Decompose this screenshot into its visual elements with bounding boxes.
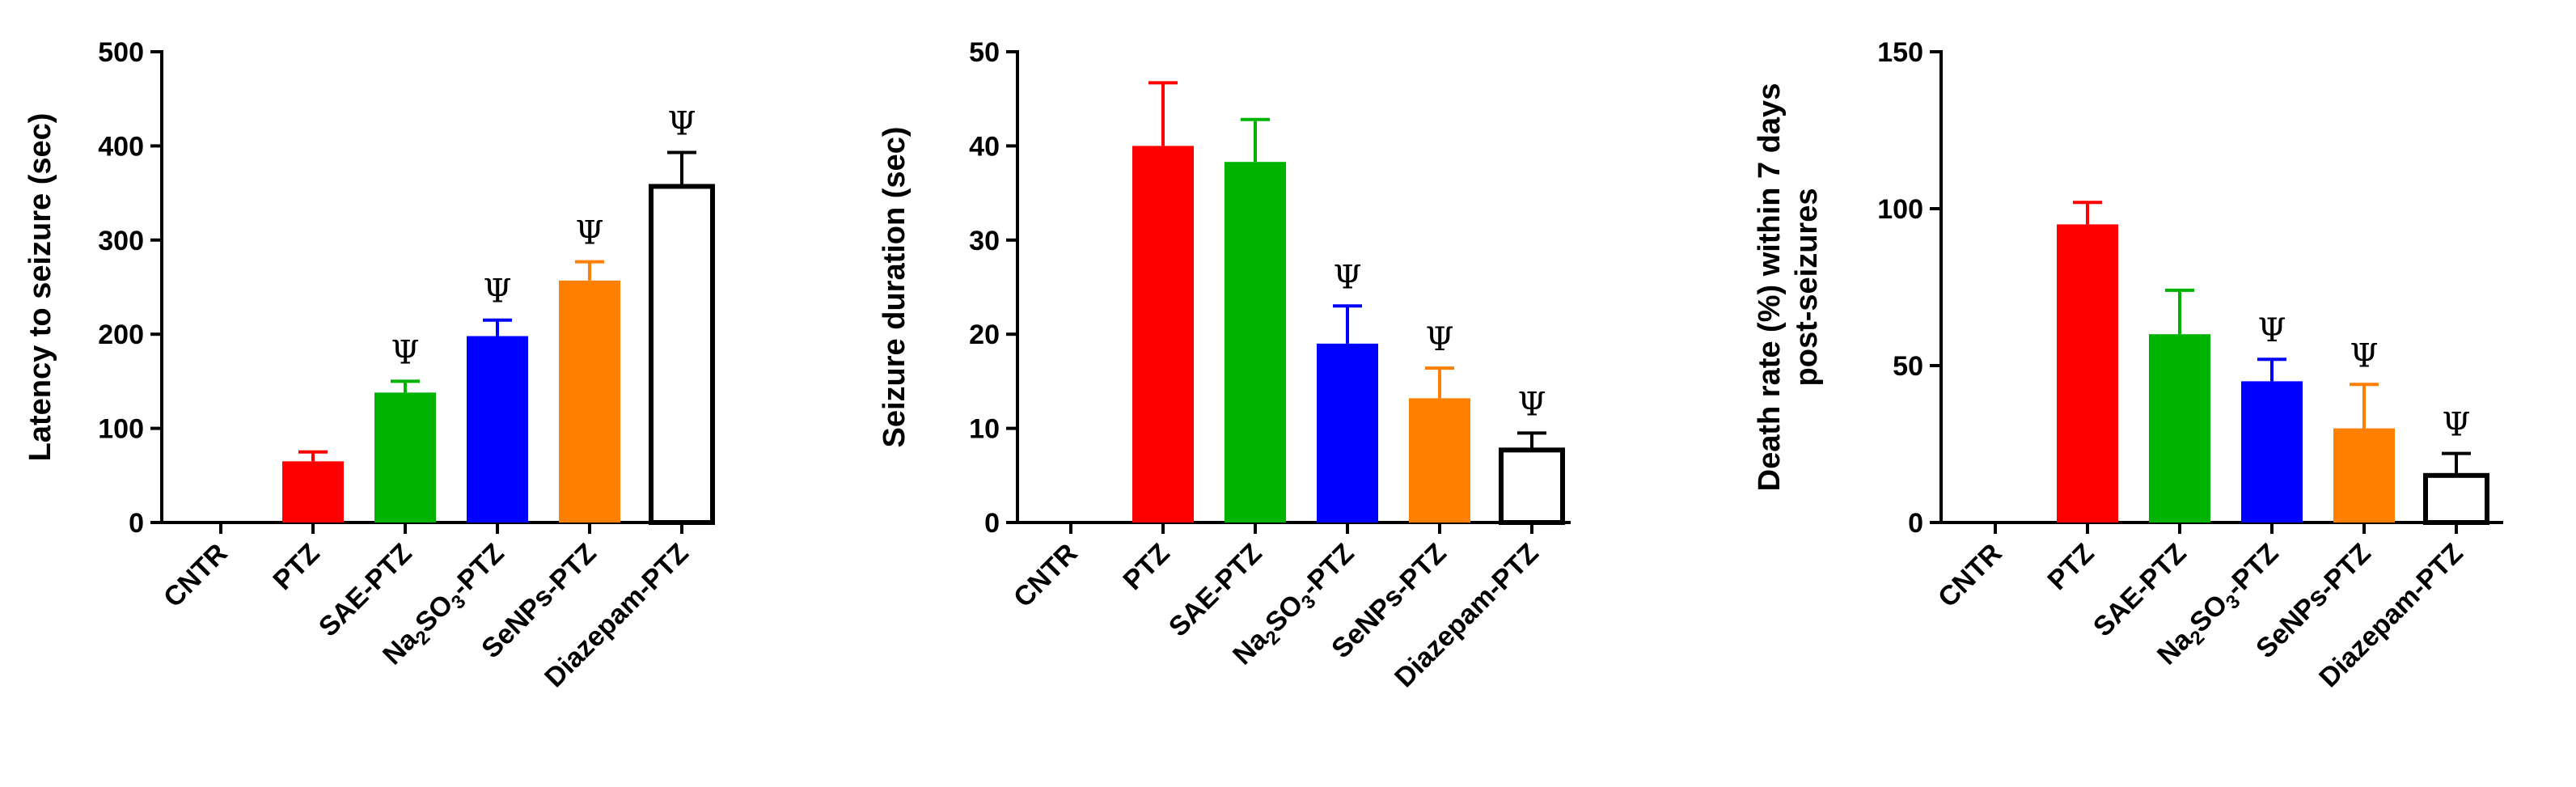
y-axis-title: Seizure duration (sec) xyxy=(878,127,912,448)
bar xyxy=(1225,162,1286,523)
significance-marker: Ψ xyxy=(483,273,511,311)
x-category-label: CNTR xyxy=(1008,538,1084,614)
y-tick-label: 100 xyxy=(98,414,144,445)
significance-marker: Ψ xyxy=(575,215,603,252)
bar xyxy=(2333,428,2395,523)
y-tick-label: 400 xyxy=(98,131,144,162)
x-category-label: PTZ xyxy=(1117,538,1175,596)
significance-marker: Ψ xyxy=(1425,321,1453,358)
bar xyxy=(2241,381,2303,523)
x-category-label: PTZ xyxy=(2041,538,2100,596)
y-tick-label: 200 xyxy=(98,319,144,350)
bar xyxy=(1499,447,1565,526)
x-category-label: PTZ xyxy=(267,538,325,596)
y-tick-label: 10 xyxy=(969,414,1000,445)
x-category-label: CNTR xyxy=(158,538,234,614)
y-tick-label: 150 xyxy=(1877,37,1923,68)
seizure-duration-chart: 0 10 20 30 40 50 Seizure duration (sec) CNTR PTZ… xyxy=(878,37,1571,693)
bar xyxy=(467,336,528,523)
significance-marker: Ψ xyxy=(1333,259,1361,296)
bar xyxy=(2057,224,2118,523)
y-tick-label: 0 xyxy=(1908,508,1923,539)
bar xyxy=(2423,472,2489,525)
significance-marker: Ψ xyxy=(2350,337,2378,374)
y-axis-title-line: post-seizures xyxy=(1790,188,1824,387)
y-axis-title-line: Death rate (%) within 7 days xyxy=(1753,83,1787,492)
y-tick-label: 30 xyxy=(969,226,1000,256)
significance-marker: Ψ xyxy=(2257,312,2286,349)
bar xyxy=(649,184,715,525)
bar xyxy=(1409,398,1470,523)
significance-marker: Ψ xyxy=(667,106,696,143)
y-tick-label: 0 xyxy=(984,508,1000,539)
y-tick-label: 500 xyxy=(98,37,144,68)
y-tick-label: 300 xyxy=(98,226,144,256)
significance-marker: Ψ xyxy=(2442,407,2470,444)
y-tick-label: 50 xyxy=(969,37,1000,68)
significance-marker: Ψ xyxy=(1517,386,1546,423)
bar xyxy=(559,280,620,523)
y-tick-label: 40 xyxy=(969,131,1000,162)
y-tick-label: 20 xyxy=(969,319,1000,350)
bar xyxy=(1317,343,1378,523)
y-tick-label: 100 xyxy=(1877,194,1923,225)
bar xyxy=(374,392,436,523)
bar xyxy=(1132,146,1194,523)
death-rate-chart: 0 50 100 150 Death rate (%) within 7 days pos… xyxy=(1753,37,2503,693)
significance-marker: Ψ xyxy=(391,334,419,371)
y-axis-title: Latency to seizure (sec) xyxy=(23,113,57,462)
bar xyxy=(282,461,344,523)
x-category-label: CNTR xyxy=(1932,538,2008,614)
bar xyxy=(2149,334,2210,523)
latency-chart: 0 100 200 300 400 500 Latency to seizure (sec)… xyxy=(23,37,715,693)
y-tick-label: 50 xyxy=(1893,351,1923,382)
y-tick-label: 0 xyxy=(129,508,144,539)
